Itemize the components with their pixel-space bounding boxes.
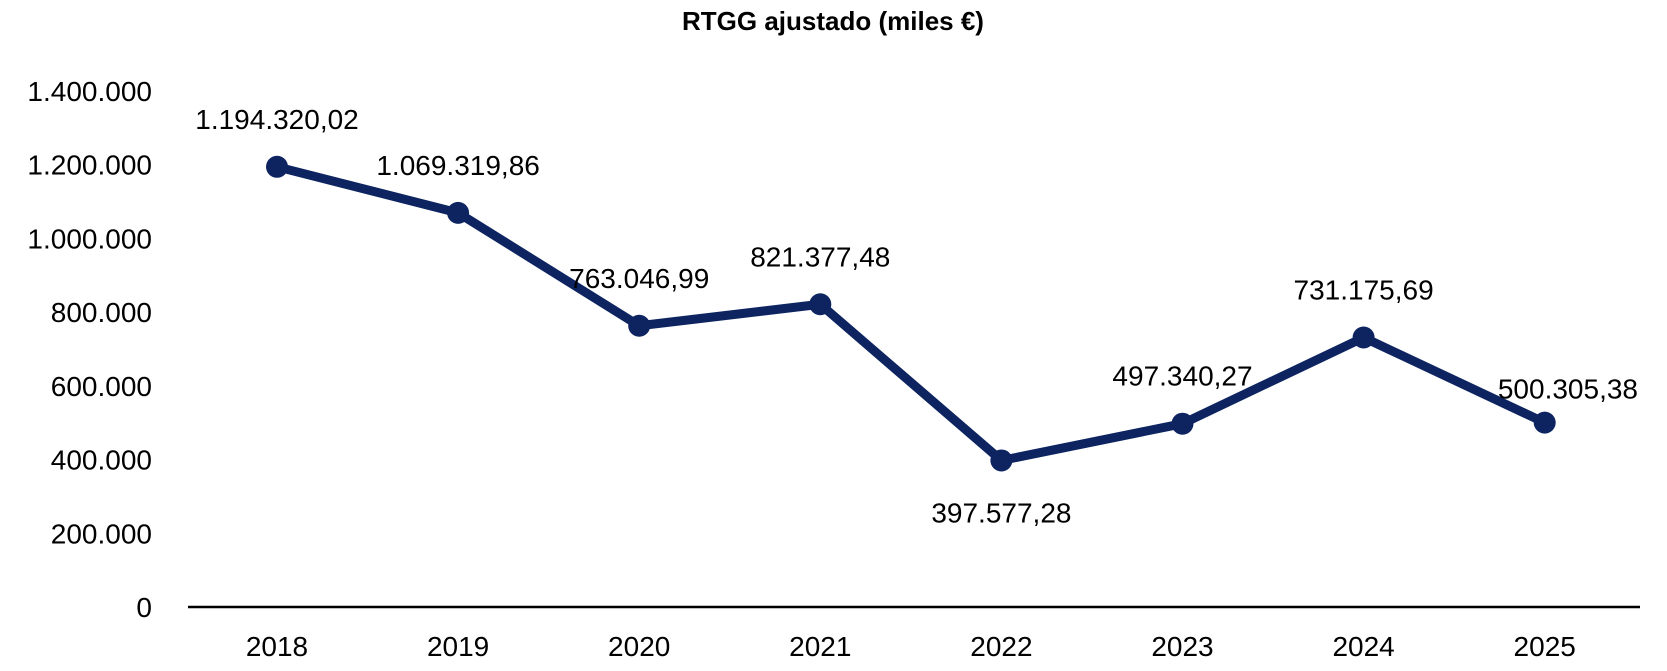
y-tick-labels: 0 200.000 400.000 600.000 800.000 1.000.000 1.… [27,76,152,623]
data-label: 397.577,28 [931,497,1071,528]
x-tick-label: 2019 [427,631,489,662]
data-label: 500.305,38 [1498,374,1638,405]
x-tick-labels: 2018 2019 2020 2021 2022 2023 2024 2025 [246,631,1576,662]
series-line [272,162,1550,465]
x-tick-label: 2025 [1514,631,1576,662]
data-labels: 1.194.320,02 1.069.319,86 763.046,99 821.37… [195,104,1638,529]
data-point [1533,411,1556,434]
data-point [990,449,1013,472]
data-label: 821.377,48 [750,241,890,272]
x-tick-label: 2020 [608,631,670,662]
x-tick-label: 2021 [789,631,851,662]
data-point [1352,326,1375,349]
y-tick-label: 400.000 [51,445,152,476]
y-tick-label: 1.400.000 [27,76,152,107]
chart-title: RTGG ajustado (miles €) [682,6,984,36]
y-tick-label: 0 [136,592,152,623]
data-point [809,293,832,316]
data-point [266,155,288,178]
y-tick-label: 800.000 [51,297,152,328]
x-tick-label: 2024 [1332,631,1394,662]
y-tick-label: 600.000 [51,371,152,402]
data-label: 1.194.320,02 [195,104,359,135]
y-tick-label: 1.200.000 [27,150,152,181]
y-tick-label: 200.000 [51,518,152,549]
data-label: 497.340,27 [1112,361,1252,392]
data-label: 1.069.319,86 [376,150,540,181]
y-tick-label: 1.000.000 [27,223,152,254]
x-tick-label: 2022 [970,631,1032,662]
data-points [266,155,1556,472]
x-tick-label: 2023 [1151,631,1213,662]
data-label: 763.046,99 [569,263,709,294]
x-tick-label: 2018 [246,631,308,662]
data-point [1171,412,1194,435]
data-point [628,314,651,337]
data-label: 731.175,69 [1294,275,1434,306]
data-point [447,201,470,224]
